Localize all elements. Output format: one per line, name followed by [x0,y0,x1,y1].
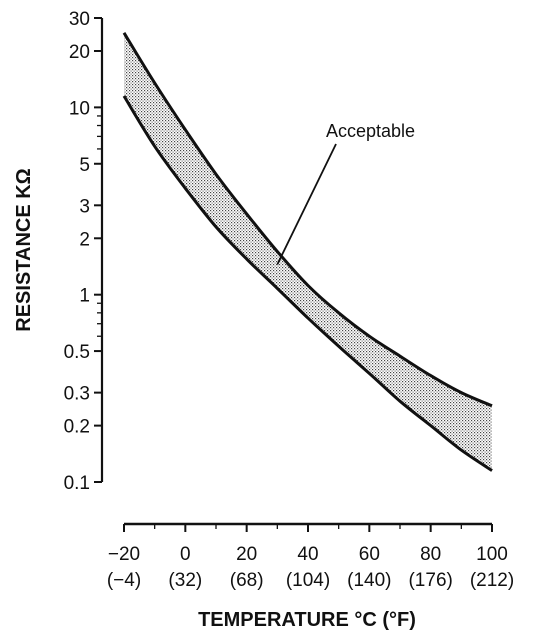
x-tick-sublabel: (140) [347,570,391,591]
y-tick-label: 20 [69,42,90,63]
y-tick-label: 1 [79,286,90,307]
acceptable-annotation: Acceptable [276,121,415,265]
x-tick-sublabel: (−4) [107,570,141,591]
y-tick-label: 0.5 [64,342,90,363]
y-tick-label: 0.2 [64,417,90,438]
x-tick-sublabel: (212) [470,570,514,591]
acceptable-label: Acceptable [326,121,415,141]
x-tick-sublabel: (176) [408,570,452,591]
y-tick-label: 5 [79,155,90,176]
x-tick-label: 80 [420,544,441,565]
x-tick-label: 100 [476,544,508,565]
curve-layer [122,32,493,472]
acceptable-band [124,32,492,471]
y-tick-label: 2 [79,229,90,250]
band-layer [124,32,492,471]
x-tick-sublabel: (104) [286,570,330,591]
y-axis-title: RESISTANCE KΩ [13,168,35,331]
x-tick-label: −20 [108,544,140,565]
y-ticks: 30 20 10 5 3 2 1 0.5 0.3 0.2 0.1 [64,9,102,494]
acceptable-leader-line [276,143,337,265]
y-tick-label: 0.3 [64,384,90,405]
upper-limit-curve [122,32,493,408]
x-tick-label: 20 [236,544,257,565]
x-tick-label: 60 [359,544,380,565]
x-ticks: −20 (−4) 0 (32) 20 (68) 40 (104) 60 (140) 80 (176) 1… [107,524,514,591]
y-tick-label: 10 [69,98,90,119]
y-tick-label: 3 [79,196,90,217]
x-tick-sublabel: (32) [168,570,202,591]
x-tick-label: 0 [180,544,191,565]
x-tick-label: 40 [297,544,318,565]
y-tick-label: 30 [69,9,90,30]
x-tick-sublabel: (68) [230,570,264,591]
y-tick-label: 0.1 [64,473,90,494]
x-axis-title: TEMPERATURE °C (°F) [198,609,416,631]
lower-limit-curve [122,95,493,472]
